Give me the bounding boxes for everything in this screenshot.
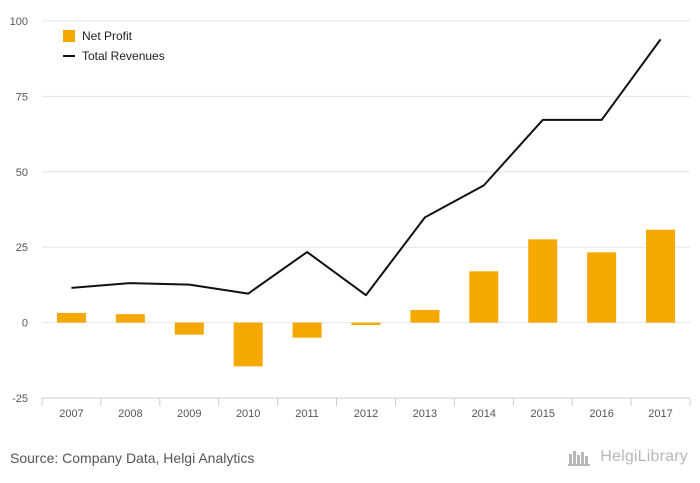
- chart-svg: 100 75 50 25 0 -25 2007 2008 2009 2010 2011 2012 201…: [10, 16, 691, 420]
- brand-logo[interactable]: HelgiLibrary: [568, 448, 688, 466]
- bar-net-profit: [174, 322, 204, 335]
- source-caption: Source: Company Data, Helgi Analytics: [10, 450, 255, 466]
- y-tick-label: 25: [16, 242, 28, 254]
- bar-net-profit: [646, 229, 676, 323]
- line-total-revenues: [71, 38, 662, 297]
- x-tick-label: 2013: [413, 408, 437, 420]
- y-tick-label: 0: [22, 318, 28, 330]
- y-tick-label: 50: [16, 167, 28, 179]
- library-icon: [568, 451, 591, 466]
- x-tick-label: 2011: [295, 408, 319, 420]
- y-tick-label: 100: [10, 16, 28, 28]
- bar-net-profit: [233, 322, 263, 367]
- bar-net-profit: [410, 309, 440, 323]
- x-tick-label: 2012: [354, 408, 378, 420]
- x-tick-label: 2014: [472, 408, 496, 420]
- x-tick-label: 2010: [236, 408, 260, 420]
- y-tick-label: 75: [16, 91, 28, 103]
- brand-name: HelgiLibrary: [600, 448, 688, 465]
- x-tick-label: 2008: [118, 408, 142, 420]
- x-tick-label: 2007: [59, 408, 83, 420]
- bar-net-profit: [351, 322, 381, 326]
- legend-label-total-revenues: Total Revenues: [82, 49, 165, 63]
- y-tick-label: -25: [12, 393, 28, 405]
- bar-net-profit: [292, 322, 322, 338]
- bar-net-profit: [528, 239, 558, 323]
- x-tick-label: 2016: [589, 408, 613, 420]
- bar-net-profit: [469, 271, 499, 323]
- x-tick-label: 2015: [530, 408, 554, 420]
- x-tick-label: 2017: [648, 408, 672, 420]
- legend-label-net-profit: Net Profit: [82, 29, 133, 43]
- legend-swatch-net-profit: [63, 30, 75, 42]
- bar-net-profit: [56, 312, 86, 323]
- x-tick-label: 2009: [177, 408, 201, 420]
- bar-net-profit: [587, 252, 617, 323]
- bar-net-profit: [115, 314, 145, 323]
